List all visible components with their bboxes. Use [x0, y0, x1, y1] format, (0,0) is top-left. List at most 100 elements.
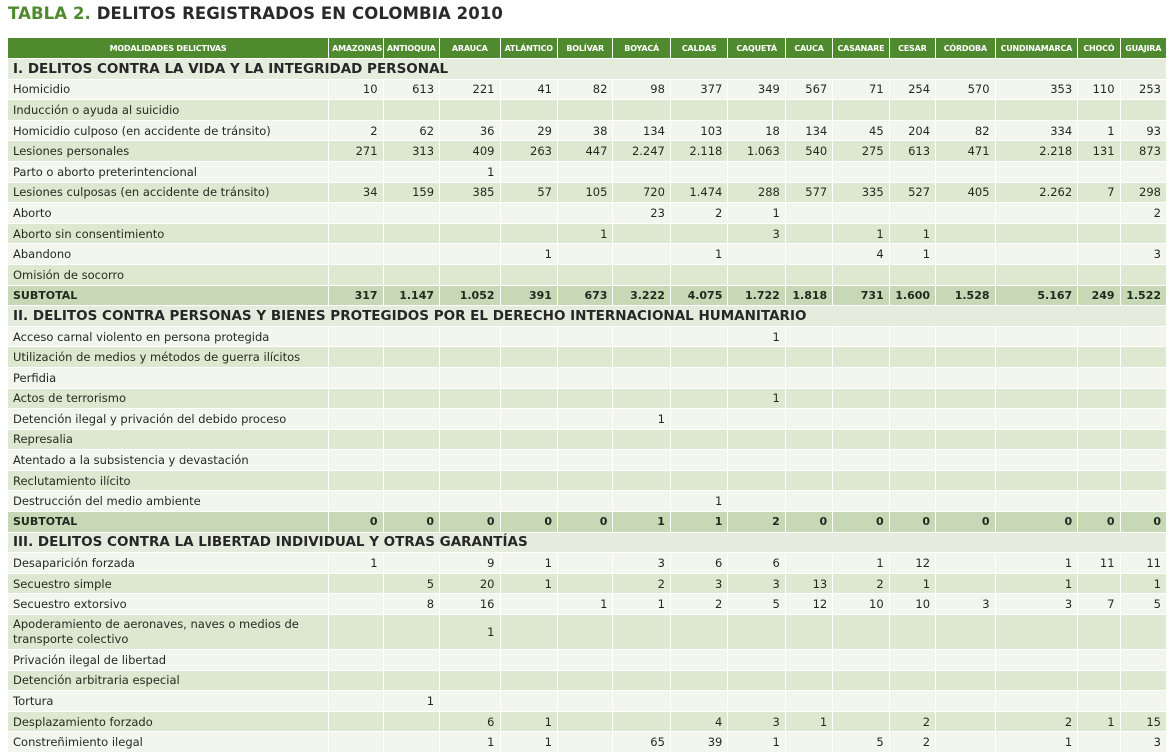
value-cell: 11: [1077, 552, 1121, 574]
value-cell: [1120, 161, 1168, 183]
value-cell: [557, 711, 614, 733]
value-cell: [785, 326, 834, 348]
row-label: Aborto sin consentimiento: [8, 223, 330, 245]
table-row: Privación ilegal de libertad: [8, 649, 1168, 671]
table-body: I. DELITOS CONTRA LA VIDA Y LA INTEGRIDA…: [8, 58, 1168, 753]
value-cell: [995, 161, 1079, 183]
row-label: Secuestro simple: [8, 573, 330, 595]
value-cell: [383, 161, 441, 183]
value-cell: [935, 470, 996, 492]
value-cell: 134: [612, 120, 671, 142]
value-cell: [670, 367, 729, 389]
value-cell: 2: [328, 120, 384, 142]
subtotal-cell: 391: [500, 285, 558, 307]
value-cell: 10: [832, 593, 890, 616]
value-cell: 2: [1120, 202, 1168, 224]
value-cell: 3: [612, 552, 671, 574]
table-row: Destrucción del medio ambiente 1: [8, 490, 1168, 513]
value-cell: 105: [557, 182, 614, 204]
subtotal-cell: 673: [557, 285, 614, 307]
value-cell: 71: [832, 79, 890, 101]
value-cell: [995, 326, 1079, 348]
value-cell: 1: [832, 223, 890, 245]
value-cell: [439, 490, 501, 513]
subtotal-row: SUBTOTAL 0 0 0 0 0 1 1 2 0 0 0 0 0 0 0: [8, 511, 1168, 533]
value-cell: 12: [785, 593, 834, 616]
value-cell: 23: [612, 202, 671, 224]
value-cell: [439, 649, 501, 671]
value-cell: [727, 490, 786, 513]
table-row: Actos de terrorismo 1: [8, 388, 1168, 410]
value-cell: [1077, 223, 1121, 245]
value-cell: 1: [383, 690, 441, 712]
row-label: Desaparición forzada: [8, 552, 330, 574]
value-cell: 1: [612, 593, 671, 616]
table-row: Secuestro simple 5 20 1 2 3 3 13 2 1 1 1: [8, 573, 1168, 595]
value-cell: [670, 346, 729, 368]
value-cell: [935, 223, 996, 245]
subtotal-cell: 1.522: [1120, 285, 1168, 307]
row-label: Reclutamiento ilícito: [8, 470, 330, 492]
value-cell: [832, 649, 890, 671]
value-cell: [935, 326, 996, 348]
value-cell: [785, 649, 834, 671]
value-cell: [727, 470, 786, 492]
value-cell: [889, 161, 937, 183]
value-cell: [889, 470, 937, 492]
table-row: Homicidio culposo (en accidente de tráns…: [8, 120, 1168, 142]
subtotal-cell: 0: [439, 511, 501, 533]
value-cell: [612, 670, 671, 692]
value-cell: [439, 670, 501, 692]
value-cell: [557, 326, 614, 348]
value-cell: 1: [328, 552, 384, 574]
value-cell: [832, 99, 890, 121]
value-cell: [612, 326, 671, 348]
value-cell: 1: [1120, 573, 1168, 595]
value-cell: 1: [500, 731, 558, 753]
row-label: Destrucción del medio ambiente: [8, 490, 330, 513]
value-cell: [328, 731, 384, 753]
value-cell: [1120, 367, 1168, 389]
table-row: Lesiones personales 271 313 409 263 447 2.247 2…: [8, 140, 1168, 162]
value-cell: [1120, 408, 1168, 430]
value-cell: 1: [727, 388, 786, 410]
subtotal-cell: 0: [383, 511, 441, 533]
value-cell: 6: [670, 552, 729, 574]
value-cell: 1: [500, 711, 558, 733]
value-cell: [439, 243, 501, 265]
value-cell: [832, 670, 890, 692]
value-cell: 3: [995, 593, 1079, 616]
table-row: Represalia: [8, 429, 1168, 451]
header-department: GUAJIRA: [1120, 38, 1168, 59]
value-cell: [383, 649, 441, 671]
value-cell: [612, 649, 671, 671]
value-cell: 3: [1120, 731, 1168, 753]
value-cell: [1077, 449, 1121, 471]
value-cell: 447: [557, 140, 614, 162]
value-cell: 298: [1120, 182, 1168, 204]
value-cell: [785, 243, 834, 265]
value-cell: 98: [612, 79, 671, 101]
value-cell: [1120, 614, 1168, 651]
value-cell: 3: [1120, 243, 1168, 265]
value-cell: 377: [670, 79, 729, 101]
value-cell: [935, 367, 996, 389]
value-cell: [832, 346, 890, 368]
value-cell: 10: [889, 593, 937, 616]
value-cell: [785, 690, 834, 712]
value-cell: [889, 99, 937, 121]
value-cell: [500, 614, 558, 651]
value-cell: [832, 690, 890, 712]
value-cell: [1120, 223, 1168, 245]
header-department: CAUCA: [785, 38, 834, 59]
value-cell: [727, 346, 786, 368]
value-cell: [612, 243, 671, 265]
row-label: Desplazamiento forzado: [8, 711, 330, 733]
value-cell: [727, 99, 786, 121]
value-cell: 4: [670, 711, 729, 733]
value-cell: [557, 573, 614, 595]
value-cell: [785, 429, 834, 451]
header-department: CASANARE: [832, 38, 890, 59]
row-label: Parto o aborto preterintencional: [8, 161, 330, 183]
value-cell: [935, 408, 996, 430]
